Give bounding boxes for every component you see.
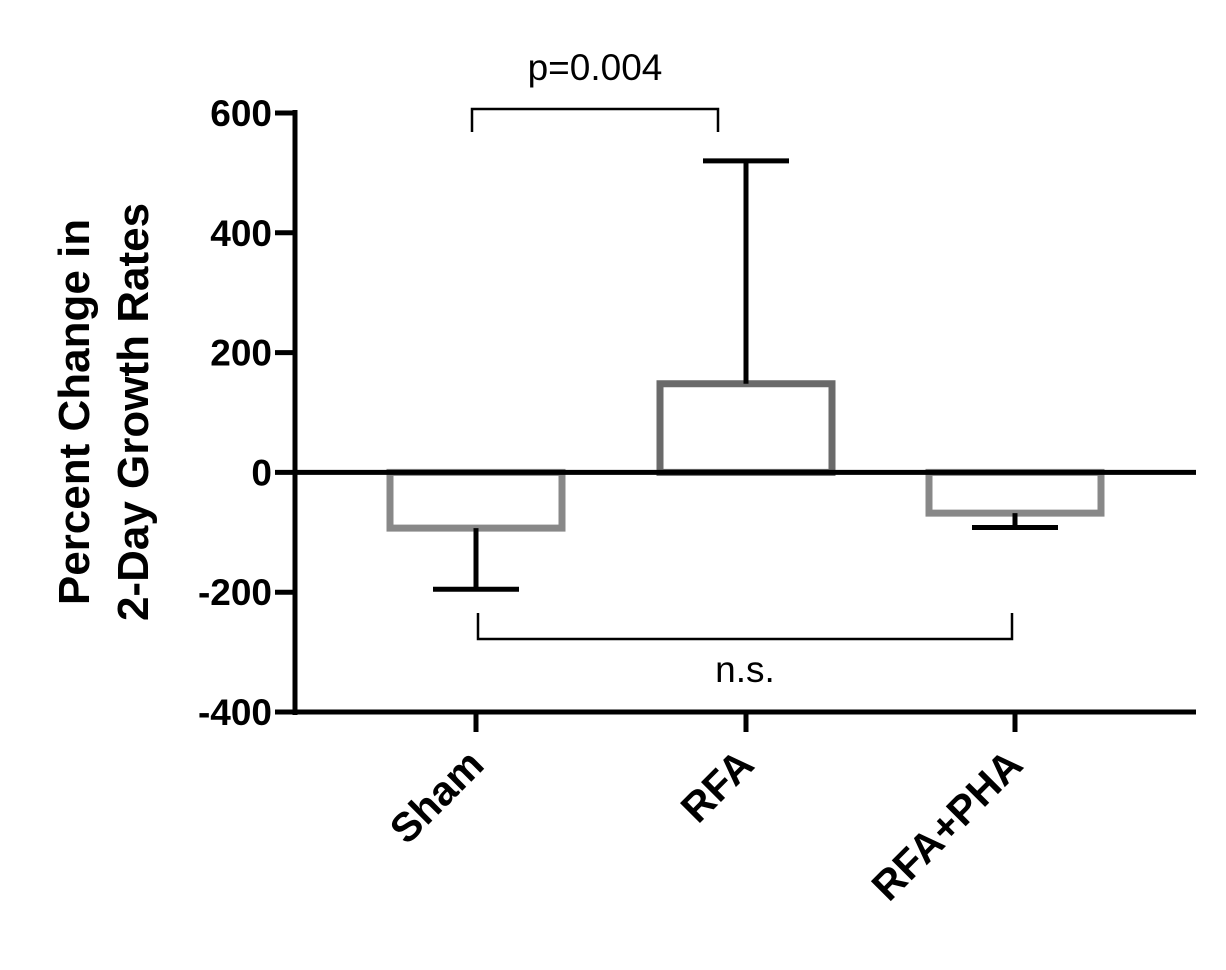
bars — [386, 380, 1105, 532]
y-tick-label: 600 — [210, 93, 272, 134]
y-tick-label: -400 — [198, 692, 272, 733]
bracket-sham-rfapha — [476, 613, 1014, 641]
x-tick-label: Sham — [381, 741, 492, 852]
y-axis-label-line-2: 2-Day Growth Rates — [109, 203, 158, 621]
x-axis-ticks: Sham RFA RFA+PHA — [381, 712, 1031, 909]
y-axis-label-line-1: Percent Change in — [50, 219, 99, 605]
y-tick-label: 400 — [210, 213, 272, 254]
y-tick-label: -200 — [198, 572, 272, 613]
p-value-label: p=0.004 — [528, 47, 663, 88]
bar-sham — [386, 468, 566, 532]
y-tick-label: 0 — [251, 452, 272, 493]
significance-annotations: p=0.004 n.s. — [470, 47, 1014, 690]
bar-rfa — [656, 380, 836, 476]
y-tick-label: 200 — [210, 333, 272, 374]
ns-label: n.s. — [715, 649, 775, 690]
error-bars — [433, 158, 1058, 592]
y-axis-label: Percent Change in 2-Day Growth Rates — [50, 203, 158, 621]
bar-rfa-pha — [925, 468, 1105, 517]
y-axis-ticks: -400 -200 0 200 400 600 — [198, 93, 295, 733]
x-tick-label: RFA+PHA — [863, 741, 1032, 910]
x-tick-label: RFA — [672, 741, 763, 832]
bracket-sham-rfa — [470, 107, 720, 132]
